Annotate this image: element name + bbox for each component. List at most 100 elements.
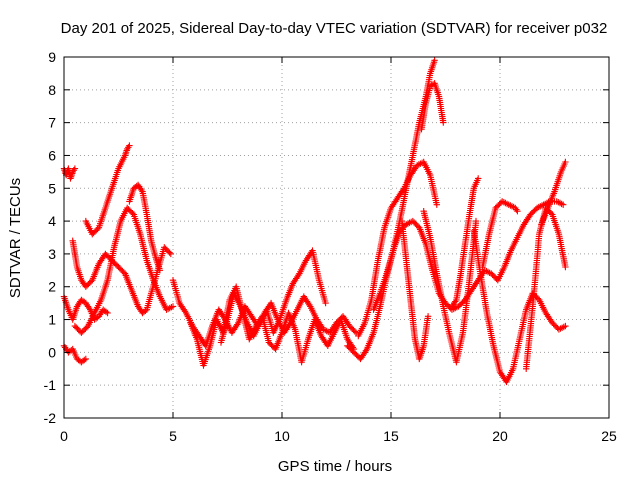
series-arc [420, 208, 480, 366]
data-point-markers [344, 342, 356, 355]
data-point-markers [553, 198, 567, 208]
x-tick-label: 15 [383, 428, 399, 444]
data-point-markers [488, 270, 500, 283]
series-arc [398, 217, 432, 363]
data-point-markers [169, 277, 183, 305]
data-point-markers [82, 299, 93, 312]
data-point-markers [89, 262, 102, 284]
series-arc [60, 165, 79, 182]
y-tick-label: 1 [48, 312, 56, 328]
data-point-markers [73, 355, 84, 365]
data-point-markers [466, 187, 477, 218]
data-point-markers [241, 303, 254, 318]
data-point-markers [448, 298, 459, 310]
data-point-markers [230, 290, 243, 308]
series-arc [71, 204, 177, 336]
data-point-markers [139, 188, 150, 216]
data-point-markers [542, 309, 555, 325]
data-point-markers [143, 292, 154, 313]
data-point-markers [407, 296, 418, 341]
data-point-markers [512, 204, 521, 215]
data-point-markers [485, 206, 499, 238]
y-axis-label: SDTVAR / TECUs [7, 178, 24, 298]
series-arc [60, 342, 89, 366]
data-point-markers [509, 338, 523, 372]
data-point-markers [490, 342, 503, 374]
data-point-markers [315, 277, 329, 307]
data-point-markers [427, 234, 440, 275]
x-axis-label: GPS time / hours [278, 458, 392, 475]
data-point-markers [237, 303, 250, 325]
data-point-markers [104, 246, 117, 284]
data-point-markers [414, 159, 426, 169]
data-point-markers [440, 303, 453, 337]
data-point-markers [78, 324, 90, 336]
x-tick-label: 20 [492, 428, 508, 444]
data-point-markers [163, 303, 177, 313]
series-arc [538, 158, 569, 228]
data-point-markers [507, 236, 520, 254]
data-point-markers [409, 121, 423, 159]
data-point-markers [311, 316, 324, 338]
data-point-markers [187, 319, 200, 341]
y-tick-label: 4 [48, 213, 56, 229]
data-point-markers [435, 93, 447, 126]
plot-frame [63, 56, 610, 419]
data-point-markers [503, 367, 516, 386]
data-point-markers [89, 225, 101, 238]
y-tick-label: 2 [48, 279, 56, 295]
data-point-markers [403, 154, 416, 192]
data-point-markers [130, 182, 140, 192]
data-point-markers [272, 331, 285, 353]
data-point-markers [228, 321, 241, 336]
data-point-markers [320, 326, 332, 336]
y-tick-label: -2 [44, 410, 57, 426]
data-point-markers [433, 270, 447, 308]
data-point-markers [344, 336, 358, 353]
data-point-markers [427, 81, 437, 90]
data-point-markers [124, 204, 136, 217]
data-point-markers [130, 211, 143, 236]
data-point-markers [84, 311, 97, 330]
data-point-markers [555, 322, 569, 333]
data-point-markers [73, 298, 84, 310]
data-point-markers [82, 217, 95, 236]
y-tick-label: 6 [48, 147, 56, 163]
y-tick-label: -1 [44, 377, 57, 393]
data-point-markers [91, 298, 104, 317]
data-point-markers [416, 224, 429, 246]
data-point-markers [283, 282, 296, 304]
data-point-markers [551, 170, 564, 195]
data-point-markers [276, 298, 289, 323]
data-point-markers [267, 299, 281, 321]
data-point-markers [115, 263, 127, 276]
data-point-markers [91, 314, 101, 323]
data-point-markers [108, 167, 121, 192]
data-point-markers [296, 259, 309, 277]
data-point-markers [69, 345, 80, 361]
data-point-markers [69, 237, 80, 269]
data-point-markers [363, 331, 376, 353]
data-point-markers [102, 187, 115, 212]
data-point-markers [387, 196, 400, 212]
data-point-markers [60, 293, 71, 311]
data-point-markers [453, 272, 464, 304]
series-arc [217, 247, 329, 346]
data-point-markers [457, 243, 468, 277]
data-point-markers [324, 331, 337, 349]
series-arc [82, 142, 133, 238]
x-tick-label: 10 [274, 428, 290, 444]
data-point-markers [200, 344, 213, 369]
data-point-markers [298, 338, 311, 366]
data-point-markers [520, 213, 533, 228]
y-tick-label: 7 [48, 115, 56, 131]
series-arc [60, 293, 111, 323]
data-point-markers [459, 279, 473, 336]
data-point-markers [176, 299, 189, 315]
data-point-markers [429, 267, 442, 295]
y-tick-label: 9 [48, 49, 56, 65]
series-arc [344, 198, 567, 363]
data-point-markers [148, 237, 159, 259]
data-point-markers [110, 219, 124, 251]
